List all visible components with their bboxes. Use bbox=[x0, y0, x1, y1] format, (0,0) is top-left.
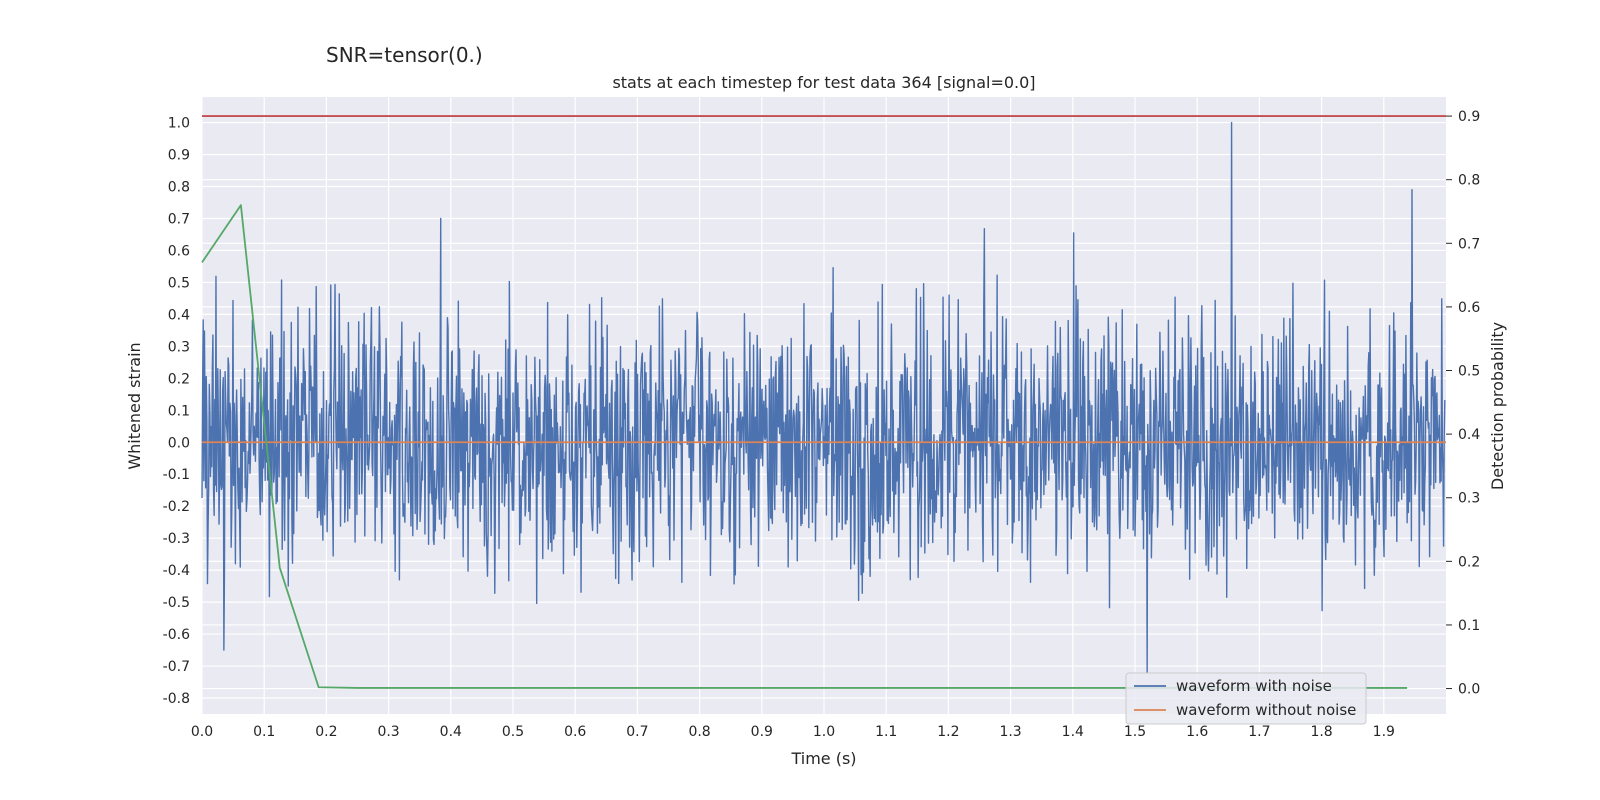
x-tick-label: 1.4 bbox=[1062, 724, 1084, 740]
x-tick-label: 1.9 bbox=[1373, 724, 1395, 740]
y-tick-label-right: 0.0 bbox=[1458, 682, 1480, 698]
y-tick-label-right: 0.8 bbox=[1458, 173, 1480, 189]
x-tick-label: 0.2 bbox=[315, 724, 337, 740]
legend-label-noise: waveform with noise bbox=[1176, 677, 1332, 695]
legend: waveform with noise waveform without noi… bbox=[1125, 672, 1367, 725]
y-tick-label-left: -0.4 bbox=[163, 563, 190, 579]
x-tick-label: 1.2 bbox=[937, 724, 959, 740]
y-tick-label-left: -0.6 bbox=[163, 627, 190, 643]
x-tick-label: 0.3 bbox=[377, 724, 399, 740]
grid-lines bbox=[201, 97, 1446, 714]
x-tick-label: 0.8 bbox=[688, 724, 710, 740]
y-tick-label-left: 0.9 bbox=[168, 148, 190, 164]
y-tick-label-right: 0.1 bbox=[1458, 618, 1480, 634]
y-tick-label-left: -0.7 bbox=[163, 659, 190, 675]
y-tick-label-left: 0.8 bbox=[168, 180, 190, 196]
x-tick-label: 1.0 bbox=[813, 724, 835, 740]
x-tick-label: 0.6 bbox=[564, 724, 586, 740]
y-tick-label-left: 0.6 bbox=[168, 243, 190, 259]
y-tick-label-right: 0.4 bbox=[1458, 427, 1480, 443]
x-tick-label: 0.4 bbox=[440, 724, 462, 740]
y-tick-label-left: 0.1 bbox=[168, 403, 190, 419]
y-tick-label-left: 0.7 bbox=[168, 211, 190, 227]
y-tick-label-right: 0.7 bbox=[1458, 236, 1480, 252]
x-tick-label: 0.0 bbox=[191, 724, 213, 740]
legend-box bbox=[1125, 672, 1367, 725]
x-axis-label: Time (s) bbox=[790, 749, 856, 768]
y-tick-label-left: 1.0 bbox=[168, 116, 190, 132]
x-tick-label: 1.3 bbox=[999, 724, 1021, 740]
y-tick-label-left: 0.5 bbox=[168, 275, 190, 291]
suptitle: SNR=tensor(0.) bbox=[326, 43, 483, 67]
x-tick-label: 0.5 bbox=[502, 724, 524, 740]
series-layer bbox=[201, 115, 1446, 689]
y-tick-label-right: 0.3 bbox=[1458, 491, 1480, 507]
x-tick-label: 1.7 bbox=[1248, 724, 1270, 740]
x-tick-label: 1.1 bbox=[875, 724, 897, 740]
x-tick-label: 0.7 bbox=[626, 724, 648, 740]
x-tick-label: 0.9 bbox=[751, 724, 773, 740]
tick-layer: 0.0 0.1 0.2 0.3 0.4 0.5 0.6 0.7 0.8 0.9 1.0 1.1 1.2 1… bbox=[163, 109, 1481, 740]
y-tick-label-left: -0.2 bbox=[163, 499, 190, 515]
x-tick-label: 1.5 bbox=[1124, 724, 1146, 740]
y-tick-label-left: -0.5 bbox=[163, 595, 190, 611]
series-line-waveform-with-noise bbox=[201, 121, 1446, 674]
y-tick-label-right: 0.9 bbox=[1458, 109, 1480, 125]
chart-title: stats at each timestep for test data 364… bbox=[612, 73, 1035, 92]
y-tick-label-left: 0.2 bbox=[168, 371, 190, 387]
y-axis-label-left: Whitened strain bbox=[125, 342, 144, 469]
x-tick-label: 1.8 bbox=[1310, 724, 1332, 740]
x-tick-label: 1.6 bbox=[1186, 724, 1208, 740]
y-tick-label-left: 0.0 bbox=[168, 435, 190, 451]
y-tick-label-left: 0.3 bbox=[168, 339, 190, 355]
y-tick-label-left: 0.4 bbox=[168, 307, 190, 323]
y-tick-label-left: -0.8 bbox=[163, 691, 190, 707]
y-tick-label-right: 0.6 bbox=[1458, 300, 1480, 316]
y-tick-label-right: 0.5 bbox=[1458, 364, 1480, 380]
y-tick-label-left: -0.3 bbox=[163, 531, 190, 547]
y-tick-label-right: 0.2 bbox=[1458, 554, 1480, 570]
x-tick-label: 0.1 bbox=[253, 724, 275, 740]
legend-label-clean: waveform without noise bbox=[1176, 701, 1356, 719]
y-axis-label-right: Detection probability bbox=[1488, 322, 1507, 490]
y-tick-label-left: -0.1 bbox=[163, 467, 190, 483]
